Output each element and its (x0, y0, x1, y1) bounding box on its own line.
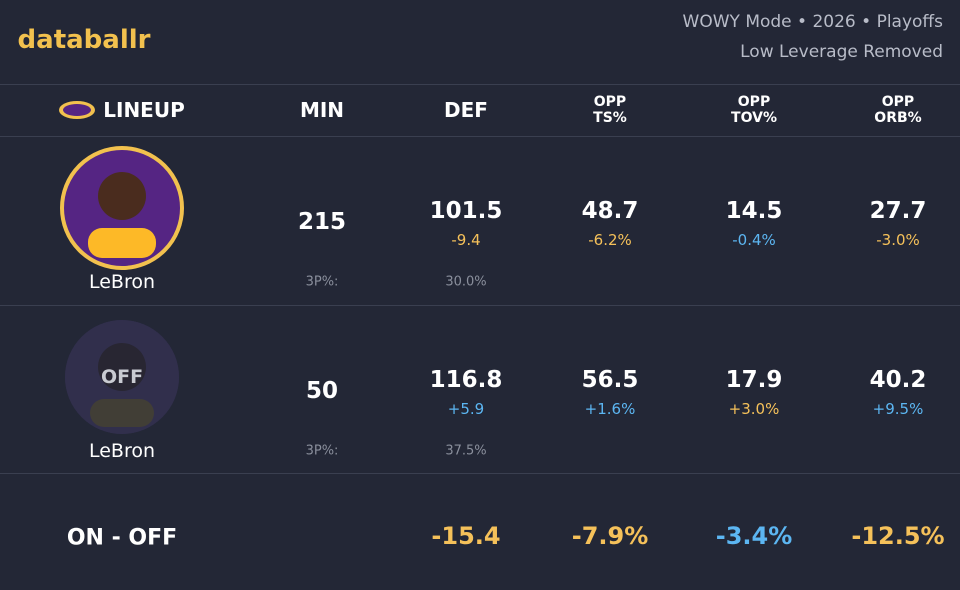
player-name: LeBron (88, 271, 156, 293)
column-header-line: TS% (593, 110, 627, 126)
minutes: 50 (305, 378, 339, 404)
stat-value: 101.5 (429, 198, 503, 224)
column-header-line: OPP (737, 94, 771, 110)
player-name: LeBron (88, 440, 156, 462)
stat-value: 116.8 (429, 367, 503, 393)
stat-value: 48.7 (581, 198, 639, 224)
stat-delta: -9.4 (451, 231, 481, 249)
diff-value: -12.5% (851, 522, 945, 550)
stat-label: 3P%: (305, 274, 339, 290)
divider (0, 136, 960, 137)
minutes: 215 (297, 209, 347, 235)
stat-label: 3P%: (305, 443, 339, 459)
footer-label: ON - OFF (66, 525, 178, 551)
divider (0, 84, 960, 85)
stat-value: 17.9 (725, 367, 783, 393)
stat-delta: +9.5% (872, 400, 924, 418)
stat-value: 14.5 (725, 198, 783, 224)
stat-value: 40.2 (869, 367, 927, 393)
column-header: MIN (299, 98, 345, 122)
stat-delta: +3.0% (728, 400, 780, 418)
column-header: DEF (444, 98, 488, 122)
header-line: WOWY Mode • 2026 • Playoffs (682, 12, 943, 32)
column-header: OPP TOV% (731, 94, 777, 126)
player-avatar (60, 146, 184, 270)
column-header: OPP TS% (593, 94, 627, 126)
divider (0, 473, 960, 474)
off-badge: OFF (100, 366, 144, 388)
player-avatar (65, 320, 179, 434)
stat-value: 27.7 (869, 198, 927, 224)
stat-delta: -3.0% (876, 231, 920, 249)
stat-value: 37.5% (445, 443, 487, 459)
stat-delta: +1.6% (584, 400, 636, 418)
divider (0, 305, 960, 306)
stat-delta: -6.2% (588, 231, 632, 249)
column-header-line: TOV% (731, 110, 777, 126)
column-header: LINEUP (103, 98, 185, 122)
column-header: OPP ORB% (874, 94, 921, 126)
stat-value: 56.5 (581, 367, 639, 393)
column-header-line: OPP (593, 94, 627, 110)
team-logo (59, 101, 95, 119)
diff-value: -7.9% (571, 522, 649, 550)
diff-value: -15.4 (431, 522, 501, 550)
header-line: Low Leverage Removed (740, 42, 943, 62)
brand: databallr (17, 25, 151, 55)
column-header-line: OPP (881, 94, 915, 110)
column-header-line: ORB% (874, 110, 922, 126)
stat-value: 30.0% (445, 274, 487, 290)
stat-delta: +5.9 (447, 400, 485, 418)
stat-delta: -0.4% (732, 231, 776, 249)
diff-value: -3.4% (715, 522, 793, 550)
